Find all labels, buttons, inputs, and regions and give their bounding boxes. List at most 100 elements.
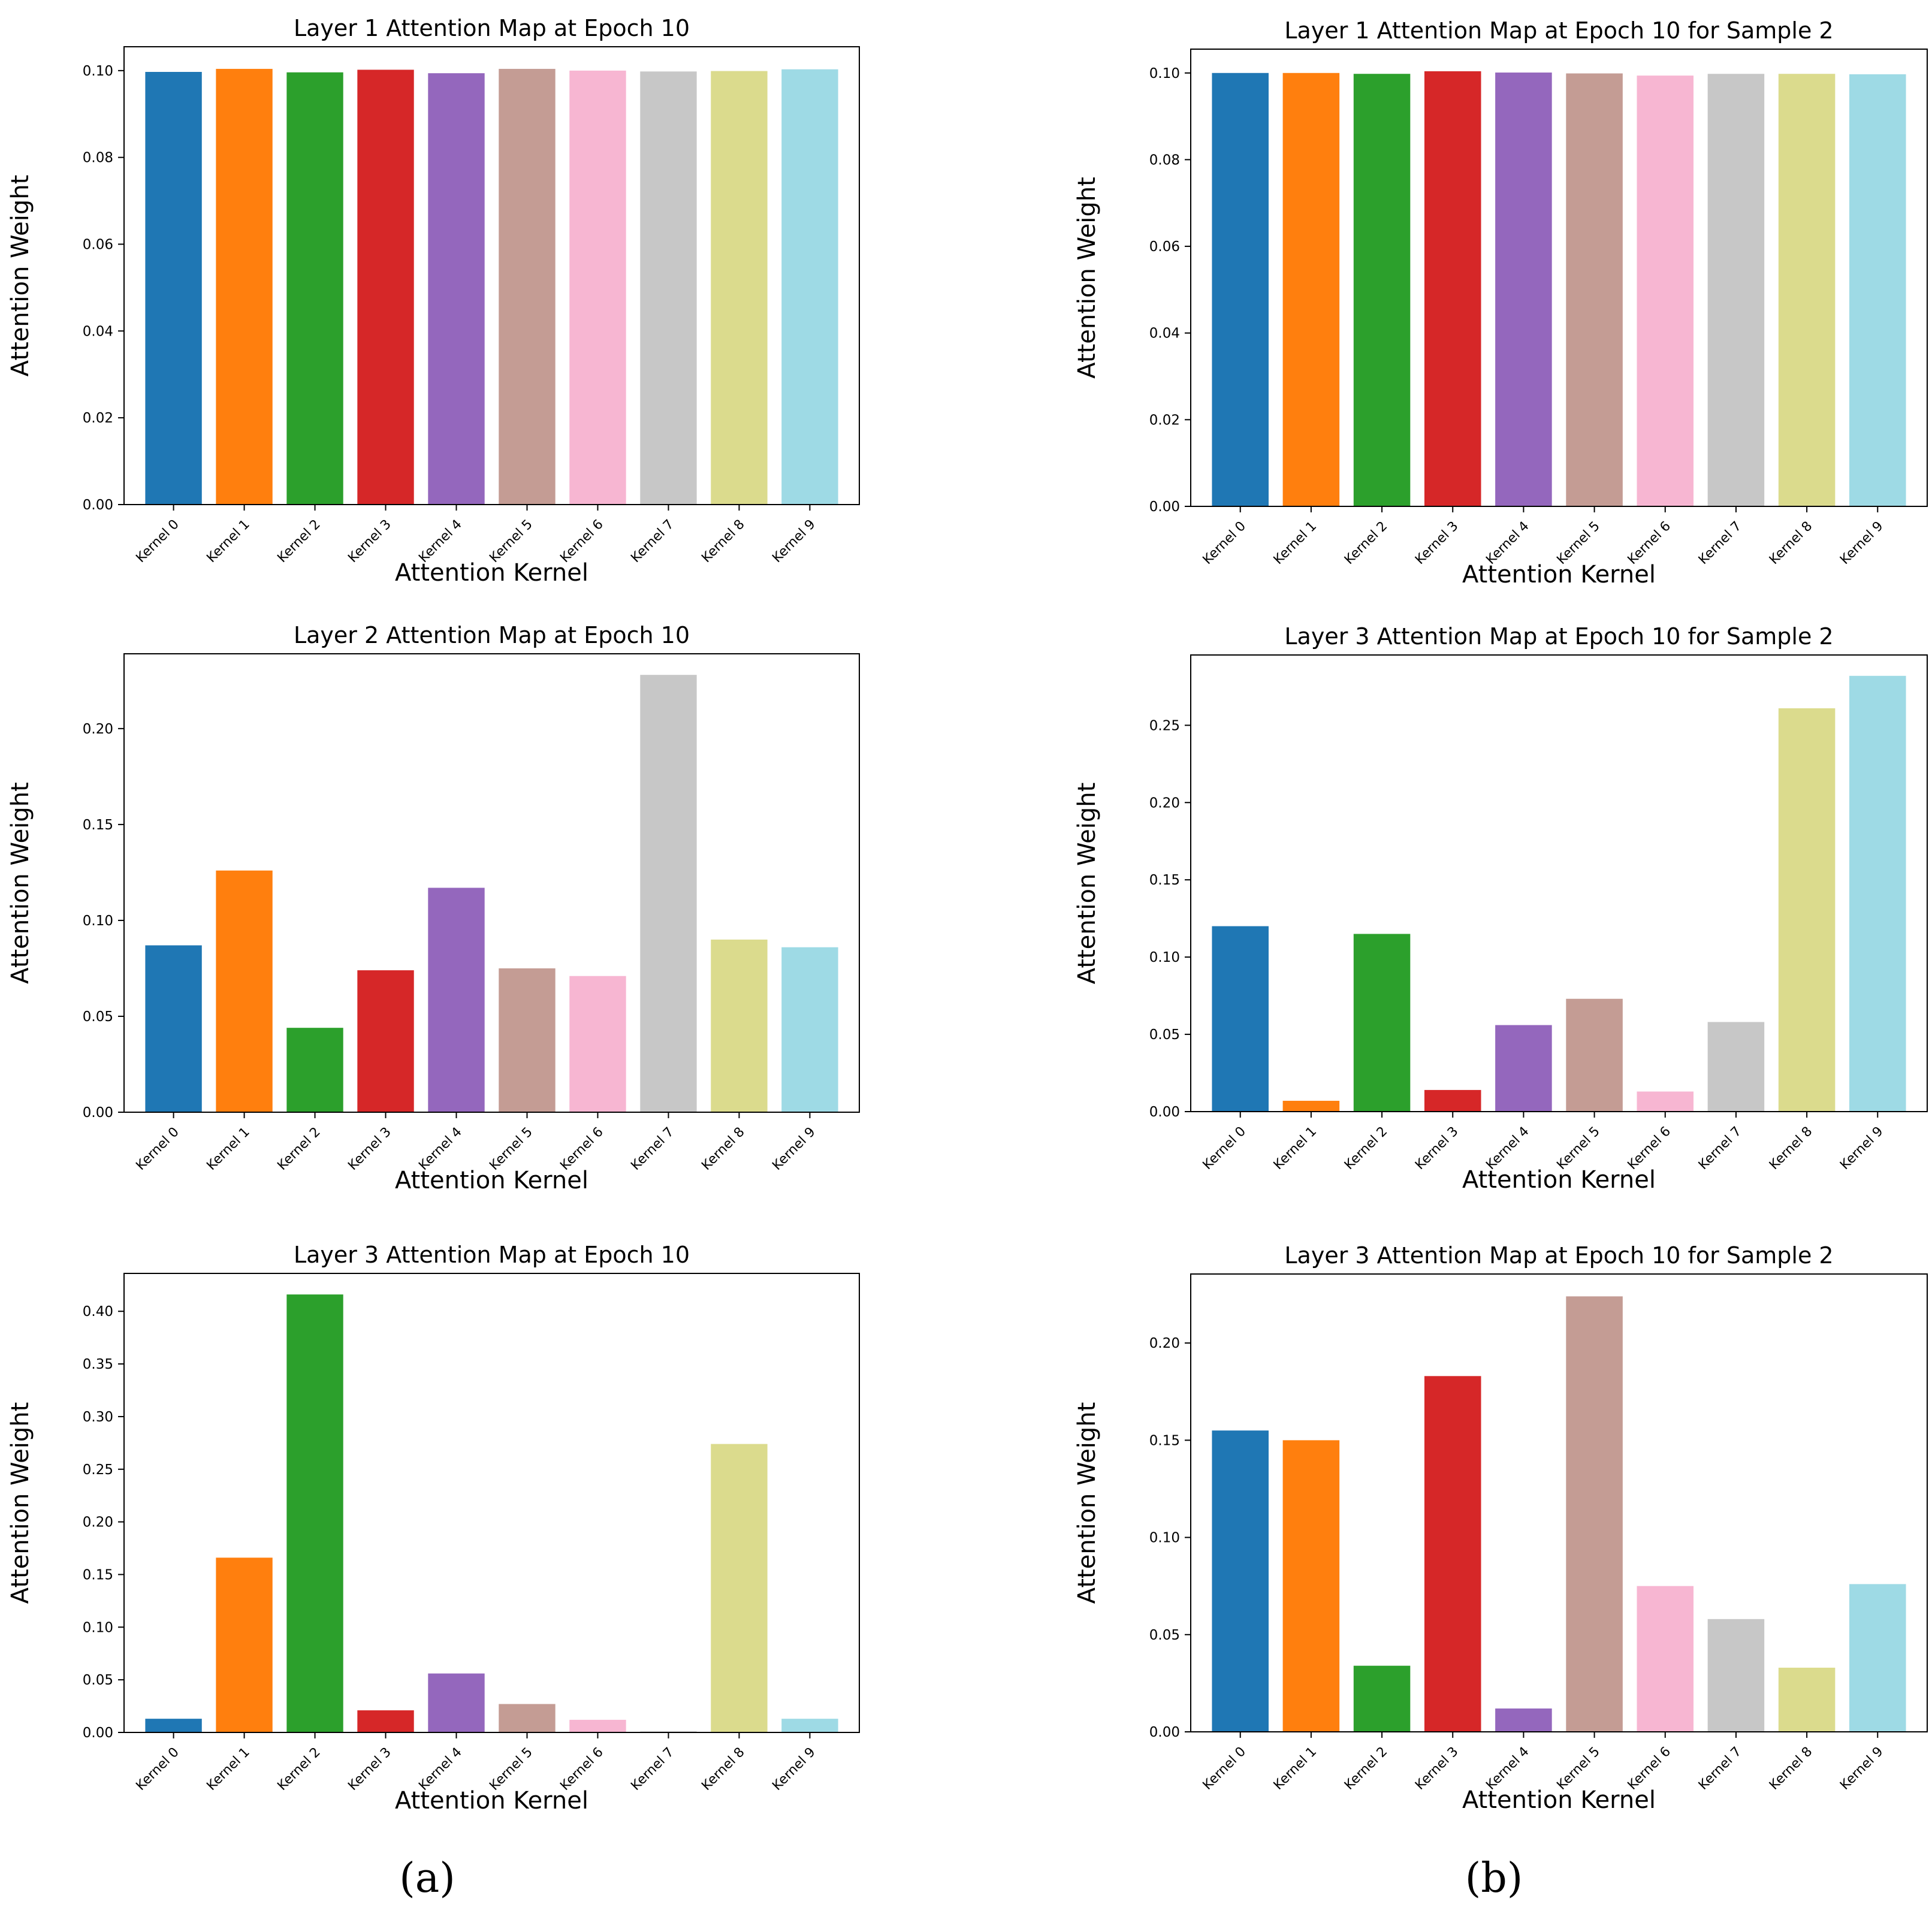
xtick-label-3-8: Kernel 8 xyxy=(1767,1124,1815,1173)
bar-0-1 xyxy=(216,68,273,505)
chart-5: 0.00 0.05 0.10 0.15 0.20 Kernel 0 Kernel 1 Kern… xyxy=(1073,1242,1928,1814)
bar-4-2 xyxy=(286,1294,343,1732)
caption-b: (b) xyxy=(1465,1855,1523,1902)
ytick-label-0-4: 0.08 xyxy=(83,150,113,166)
xtick-label-4-9: Kernel 9 xyxy=(769,1745,818,1794)
bar-3-3 xyxy=(1424,1089,1481,1112)
xtick-label-5-1: Kernel 1 xyxy=(1271,1744,1320,1793)
xtick-label-4-2: Kernel 2 xyxy=(274,1745,323,1794)
xtick-label-5-0: Kernel 0 xyxy=(1200,1744,1249,1793)
bar-1-3 xyxy=(1424,71,1481,507)
xtick-label-5-6: Kernel 6 xyxy=(1625,1744,1674,1793)
ytick-label-1-2: 0.04 xyxy=(1149,326,1180,342)
chart-1: 0.00 0.02 0.04 0.06 0.08 0.10 Kernel 0 Kernel 1… xyxy=(1073,17,1928,588)
xtick-label-0-8: Kernel 8 xyxy=(699,517,747,566)
xtick-label-1-1: Kernel 1 xyxy=(1271,519,1320,567)
ytick-label-4-4: 0.20 xyxy=(83,1515,113,1530)
xtick-label-2-5: Kernel 5 xyxy=(487,1125,535,1173)
bar-1-2 xyxy=(1353,74,1411,506)
ytick-label-5-2: 0.10 xyxy=(1149,1530,1180,1546)
xtick-label-1-7: Kernel 7 xyxy=(1696,519,1744,567)
ytick-label-4-5: 0.25 xyxy=(83,1462,113,1478)
xtick-label-5-8: Kernel 8 xyxy=(1767,1744,1815,1793)
ytick-label-4-7: 0.35 xyxy=(83,1357,113,1372)
xtick-label-4-1: Kernel 1 xyxy=(204,1745,252,1794)
bar-3-8 xyxy=(1778,708,1836,1112)
bar-4-9 xyxy=(781,1719,838,1732)
bar-2-4 xyxy=(428,887,485,1112)
bar-0-3 xyxy=(357,70,414,505)
bar-3-7 xyxy=(1707,1022,1765,1112)
ytick-label-0-2: 0.04 xyxy=(83,324,113,339)
chart-2: 0.00 0.05 0.10 0.15 0.20 Kernel 0 Kernel 1 Kern… xyxy=(7,622,860,1194)
xtick-label-1-3: Kernel 3 xyxy=(1412,519,1461,567)
xtick-label-3-4: Kernel 4 xyxy=(1483,1124,1532,1173)
ytick-label-4-2: 0.10 xyxy=(83,1620,113,1635)
xtick-label-0-9: Kernel 9 xyxy=(769,517,818,566)
xtick-label-4-3: Kernel 3 xyxy=(345,1745,394,1794)
bar-2-6 xyxy=(569,976,626,1112)
xtick-label-4-5: Kernel 5 xyxy=(487,1745,535,1794)
ytick-label-4-1: 0.05 xyxy=(83,1673,113,1688)
ytick-label-5-3: 0.15 xyxy=(1149,1433,1180,1448)
ytick-label-0-1: 0.02 xyxy=(83,410,113,426)
ytick-label-1-1: 0.02 xyxy=(1149,412,1180,428)
chart-title-3: Layer 3 Attention Map at Epoch 10 for Sa… xyxy=(1284,623,1833,650)
bar-4-1 xyxy=(216,1557,273,1732)
xtick-label-1-5: Kernel 5 xyxy=(1554,519,1602,567)
ytick-label-4-0: 0.00 xyxy=(83,1725,113,1741)
ytick-label-3-0: 0.00 xyxy=(1149,1104,1180,1120)
bar-3-4 xyxy=(1495,1025,1552,1112)
bar-0-5 xyxy=(499,68,556,505)
bar-2-0 xyxy=(145,945,202,1112)
bar-1-9 xyxy=(1849,74,1906,507)
chart-0: 0.00 0.02 0.04 0.06 0.08 0.10 Kernel 0 Kernel 1… xyxy=(7,15,860,587)
y-axis-label-2: Attention Weight xyxy=(7,782,34,984)
xtick-label-5-7: Kernel 7 xyxy=(1696,1744,1744,1793)
bar-5-8 xyxy=(1778,1667,1836,1732)
bar-3-9 xyxy=(1849,675,1906,1112)
bar-1-6 xyxy=(1637,76,1694,507)
bar-0-2 xyxy=(286,72,343,505)
xtick-label-0-5: Kernel 5 xyxy=(487,517,535,566)
xtick-label-0-1: Kernel 1 xyxy=(204,517,252,566)
y-axis-label-5: Attention Weight xyxy=(1073,1402,1101,1604)
xtick-label-3-2: Kernel 2 xyxy=(1342,1124,1390,1173)
bar-5-1 xyxy=(1282,1440,1340,1732)
xtick-label-2-8: Kernel 8 xyxy=(699,1125,747,1173)
xtick-label-5-4: Kernel 4 xyxy=(1483,1744,1532,1793)
bar-4-4 xyxy=(428,1673,485,1732)
xtick-label-1-0: Kernel 0 xyxy=(1200,519,1249,567)
x-axis-label-1: Attention Kernel xyxy=(1462,561,1656,588)
xtick-label-2-0: Kernel 0 xyxy=(133,1125,182,1173)
xtick-label-0-0: Kernel 0 xyxy=(133,517,182,566)
chart-title-2: Layer 2 Attention Map at Epoch 10 xyxy=(294,622,690,648)
bar-2-7 xyxy=(640,675,697,1112)
xtick-label-3-1: Kernel 1 xyxy=(1271,1124,1320,1173)
plot-frame-4 xyxy=(123,1273,860,1733)
xtick-label-5-5: Kernel 5 xyxy=(1554,1744,1602,1793)
bar-5-0 xyxy=(1212,1430,1269,1732)
xtick-label-3-5: Kernel 5 xyxy=(1554,1124,1602,1173)
bar-3-2 xyxy=(1353,934,1411,1112)
ytick-label-2-0: 0.00 xyxy=(83,1105,113,1121)
bar-0-7 xyxy=(640,71,697,505)
xtick-label-2-7: Kernel 7 xyxy=(628,1125,677,1173)
bar-2-2 xyxy=(286,1028,343,1112)
xtick-label-3-3: Kernel 3 xyxy=(1412,1124,1461,1173)
x-axis-label-4: Attention Kernel xyxy=(395,1787,588,1815)
xtick-label-5-9: Kernel 9 xyxy=(1837,1744,1886,1793)
bar-1-1 xyxy=(1282,73,1340,507)
plot-frame-1 xyxy=(1190,49,1928,507)
bar-4-8 xyxy=(711,1444,768,1732)
ytick-label-0-0: 0.00 xyxy=(83,497,113,513)
ytick-label-1-3: 0.06 xyxy=(1149,239,1180,255)
bar-2-1 xyxy=(216,870,273,1112)
xtick-label-3-7: Kernel 7 xyxy=(1696,1124,1744,1173)
ytick-label-3-4: 0.20 xyxy=(1149,795,1180,811)
bar-5-2 xyxy=(1353,1665,1411,1732)
ytick-label-1-4: 0.08 xyxy=(1149,152,1180,168)
bar-5-4 xyxy=(1495,1708,1552,1732)
xtick-label-4-6: Kernel 6 xyxy=(557,1745,606,1794)
